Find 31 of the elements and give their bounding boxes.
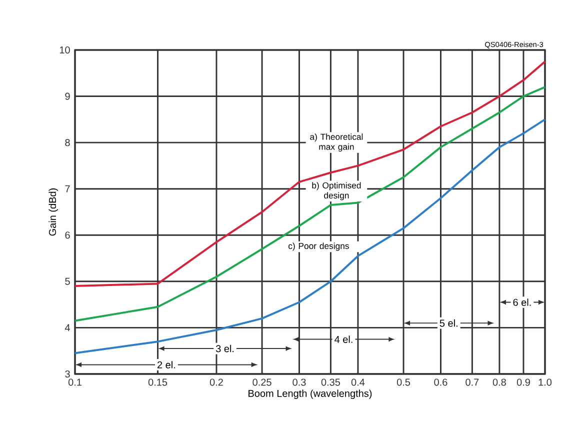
- y-tick-label: 6: [65, 232, 70, 239]
- y-tick-label: 9: [65, 92, 70, 100]
- x-tick-label: 0.3: [292, 378, 306, 386]
- annotation: 6 el.: [513, 298, 531, 306]
- x-tick-label: 0.35: [321, 378, 340, 386]
- annotation: 4 el.: [334, 336, 352, 343]
- y-tick-label: 8: [65, 139, 70, 146]
- x-tick-label: 0.15: [148, 378, 168, 386]
- y-axis-title: Gain (dBd): [48, 188, 58, 236]
- y-tick-label: 4: [64, 324, 70, 332]
- y-tick-label: 7: [65, 185, 70, 192]
- x-tick-label: 0.6: [434, 378, 448, 386]
- x-tick-label: 0.2: [210, 378, 223, 386]
- x-tick-label: 0.5: [396, 378, 410, 386]
- x-tick-label: 0.25: [252, 378, 272, 386]
- annotation: 2 el.: [158, 361, 175, 368]
- x-tick-label: 0.1: [68, 378, 82, 386]
- annotation: 5 el.: [440, 319, 458, 327]
- x-tick-label: 0.7: [466, 378, 479, 386]
- y-tick-label: 5: [65, 278, 70, 285]
- y-tick-label: 10: [60, 46, 70, 54]
- x-tick-label: 0.8: [492, 378, 506, 386]
- annotation: 3 el.: [216, 344, 234, 352]
- x-tick-label: 0.9: [516, 378, 530, 386]
- x-tick-label: 1.0: [538, 378, 552, 386]
- annotation: a) Theoretical max gain: [310, 134, 363, 152]
- annotation: c) Poor designs: [288, 242, 349, 251]
- y-tick-label: 3: [65, 370, 70, 378]
- x-tick-label: 0.4: [351, 378, 365, 386]
- annotation: b) Optimised design: [312, 182, 361, 200]
- x-axis-title: Boom Length (wavelengths): [248, 390, 372, 399]
